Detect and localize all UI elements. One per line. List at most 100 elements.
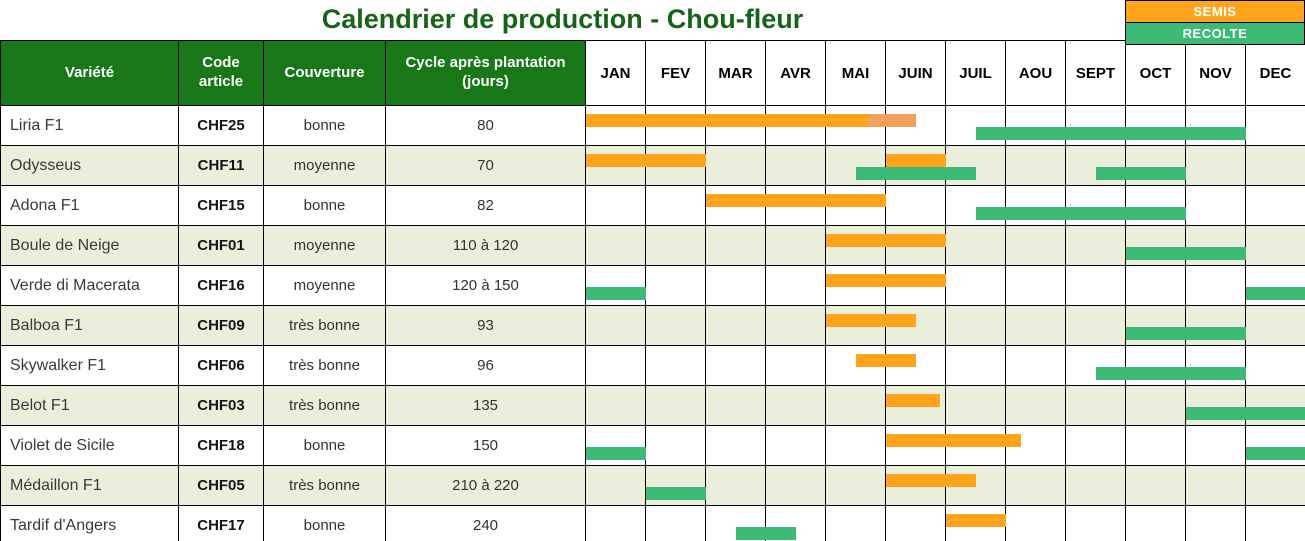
month-grid [586,146,1305,185]
code-cell: CHF15 [179,186,264,225]
month-cell [646,386,706,425]
legend-semis-label: SEMIS [1126,1,1304,23]
recolte-bar [1126,247,1246,260]
month-cell [1186,506,1246,541]
table-row: Liria F1 CHF25 bonne 80 [1,106,1305,146]
variety-cell: Liria F1 [1,106,179,145]
semis-bar [586,154,706,167]
month-cell [1006,346,1066,385]
month-cell [886,306,946,345]
code-cell: CHF03 [179,386,264,425]
month-cell [1186,186,1246,225]
table-header-row: Variété Code article Couverture Cycle après… [1,41,1305,106]
month-grid [586,346,1305,385]
recolte-bar [646,487,706,500]
code-cell: CHF17 [179,506,264,541]
month-grid [586,506,1305,541]
month-cell [1246,186,1305,225]
recolte-bar [1246,447,1305,460]
month-cell [1066,306,1126,345]
coverage-cell: très bonne [264,306,386,345]
month-cell [826,466,886,505]
month-cell [1126,146,1186,185]
month-cell [826,146,886,185]
semis-bar [886,434,1021,447]
month-cell [706,346,766,385]
cycle-cell: 150 [386,426,586,465]
recolte-bar [586,287,646,300]
cycle-cell: 135 [386,386,586,425]
table-body: Liria F1 CHF25 bonne 80 Odysseus CHF11 moyenne… [1,106,1305,541]
month-cell [706,146,766,185]
recolte-bar [976,127,1246,140]
month-cell [766,426,826,465]
variety-cell: Adona F1 [1,186,179,225]
month-cell [1066,346,1126,385]
month-cell [826,426,886,465]
column-header-coverage: Couverture [264,41,386,105]
table-row: Tardif d'Angers CHF17 bonne 240 [1,506,1305,541]
coverage-cell: moyenne [264,266,386,305]
month-cell [946,386,1006,425]
month-grid [586,306,1305,345]
month-cell [946,346,1006,385]
month-grid [586,226,1305,265]
coverage-cell: bonne [264,426,386,465]
month-cell [706,306,766,345]
month-cell [1126,306,1186,345]
table-row: Boule de Neige CHF01 moyenne 110 à 120 [1,226,1305,266]
month-cell [886,106,946,145]
recolte-bar [1096,367,1246,380]
month-cell [946,226,1006,265]
code-cell: CHF11 [179,146,264,185]
month-cell [1006,266,1066,305]
month-cell [1066,426,1126,465]
cycle-cell: 93 [386,306,586,345]
title-bar: Calendrier de production - Chou-fleur SE… [0,0,1305,45]
semis-bar [946,514,1006,527]
semis-bar [856,354,916,367]
month-grid [586,186,1305,225]
month-cell [1066,106,1126,145]
month-cell [766,226,826,265]
month-cell [586,346,646,385]
month-cell [1006,506,1066,541]
month-header: NOV [1186,41,1246,105]
month-cell [1006,386,1066,425]
month-cell [1126,426,1186,465]
month-cell [1246,226,1305,265]
variety-cell: Balboa F1 [1,306,179,345]
month-cell [766,306,826,345]
month-cell [766,346,826,385]
variety-cell: Boule de Neige [1,226,179,265]
month-cell [1246,146,1305,185]
code-cell: CHF09 [179,306,264,345]
table-row: Violet de Sicile CHF18 bonne 150 [1,426,1305,466]
month-cell [1006,226,1066,265]
month-cell [766,146,826,185]
month-cell [886,386,946,425]
month-cell [766,506,826,541]
cycle-cell: 70 [386,146,586,185]
semis-bar [706,194,886,207]
month-cell [586,386,646,425]
month-cell [586,186,646,225]
month-header: FEV [646,41,706,105]
month-cell [646,226,706,265]
table-row: Médaillon F1 CHF05 très bonne 210 à 220 [1,466,1305,506]
code-cell: CHF06 [179,346,264,385]
recolte-bar [856,167,976,180]
month-cell [886,346,946,385]
variety-cell: Belot F1 [1,386,179,425]
semis-bar [886,394,940,407]
month-cell [1186,386,1246,425]
month-cell [1126,466,1186,505]
semis-bar [886,474,976,487]
month-cell [946,106,1006,145]
semis-bar [886,154,946,167]
coverage-cell: bonne [264,186,386,225]
month-cell [646,426,706,465]
month-grid [586,386,1305,425]
month-cell [826,386,886,425]
month-cell [1126,346,1186,385]
